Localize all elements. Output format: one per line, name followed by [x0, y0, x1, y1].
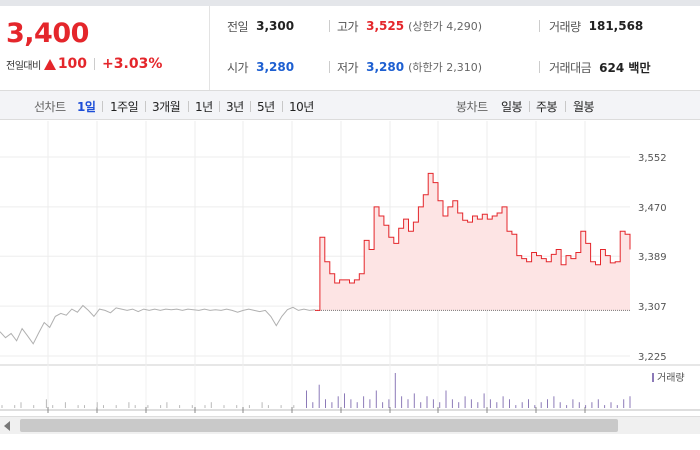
low-price: 저가 3,280 (하한가 2,310): [337, 52, 482, 82]
tab-daily-candle[interactable]: 일봉: [501, 100, 523, 114]
price-summary: 3,400 전일대비 100 +3.03%: [0, 6, 210, 90]
volume-value: 181,568: [588, 19, 644, 33]
candle-chart-label: 봉차트: [456, 100, 488, 114]
high-label: 고가: [337, 19, 359, 34]
change-row: 전일대비 100 +3.03%: [6, 56, 162, 72]
divider: [145, 101, 146, 112]
volume-legend: 거래량: [652, 372, 685, 384]
divider: [219, 101, 220, 112]
upper-limit: (상한가 4,290): [408, 20, 482, 33]
volume-legend-swatch: [652, 373, 654, 382]
today-price-area: [315, 173, 630, 311]
divider: [188, 101, 189, 112]
amount-value: 624 백만: [599, 60, 651, 75]
tab-1year[interactable]: 1년: [195, 100, 213, 114]
high-price: 고가 3,525 (상한가 4,290): [337, 11, 482, 41]
divider: [94, 58, 96, 70]
volume: 거래량 181,568: [549, 11, 643, 41]
volume-legend-label: 거래량: [657, 372, 685, 384]
low-value: 3,280: [366, 60, 405, 74]
change-rate: +3.03%: [102, 56, 163, 72]
divider: [539, 61, 540, 73]
current-price: 3,400: [6, 18, 89, 49]
intraday-price-chart: 3,552 3,470 3,389 3,307 3,225 거래량: [0, 121, 700, 413]
volume-label: 거래량: [549, 19, 581, 34]
volume-bars: [1, 373, 631, 408]
open-price: 시가 3,280: [227, 52, 294, 82]
today-price-line: [315, 172, 631, 311]
tab-3month[interactable]: 3개월: [152, 100, 181, 114]
divider: [329, 61, 330, 73]
prev-close-value: 3,300: [256, 19, 295, 33]
trade-amount: 거래대금 624 백만: [549, 52, 650, 82]
divider: [102, 101, 103, 112]
scroll-thumb[interactable]: [20, 419, 618, 432]
open-value: 3,280: [256, 60, 295, 74]
chart-tab-bar: 선차트 1일 1주일 3개월 1년 3년 5년 10년 봉차트 일봉 주봉 월봉: [0, 90, 700, 120]
tab-10year[interactable]: 10년: [289, 100, 314, 114]
prev-close-label: 전일: [227, 19, 249, 34]
line-chart-label: 선차트: [34, 100, 66, 114]
y-tick-label: 3,225: [638, 352, 667, 363]
top-strip: [0, 0, 700, 6]
change-label: 전일대비: [6, 60, 41, 72]
divider: [329, 20, 330, 32]
amount-label: 거래대금: [549, 60, 592, 75]
tab-weekly-candle[interactable]: 주봉: [536, 100, 558, 114]
high-value: 3,525: [366, 19, 405, 33]
prev-day-price-line: [0, 304, 316, 345]
y-tick-label: 3,389: [638, 252, 667, 263]
tab-monthly-candle[interactable]: 월봉: [573, 100, 595, 114]
tab-1week[interactable]: 1주일: [110, 100, 139, 114]
low-label: 저가: [337, 60, 359, 75]
divider: [539, 20, 540, 32]
tab-3year[interactable]: 3년: [226, 100, 244, 114]
divider: [250, 101, 251, 112]
tab-1day[interactable]: 1일: [77, 100, 96, 114]
divider: [282, 101, 283, 112]
y-tick-label: 3,552: [638, 153, 667, 164]
divider: [565, 101, 566, 112]
divider: [529, 101, 530, 112]
change-value: 100: [57, 56, 88, 72]
open-label: 시가: [227, 60, 249, 75]
prev-close: 전일 3,300: [227, 11, 294, 41]
up-triangle-icon: [43, 58, 56, 70]
chart-scrollbar[interactable]: [0, 416, 700, 434]
chart-grid: [0, 121, 700, 413]
y-axis-labels: 3,552 3,470 3,389 3,307 3,225: [638, 153, 667, 363]
quote-info-grid: 전일 3,300 고가 3,525 (상한가 4,290) 거래량 181,56…: [211, 6, 700, 90]
tab-5year[interactable]: 5년: [257, 100, 275, 114]
y-tick-label: 3,470: [638, 203, 667, 214]
y-tick-label: 3,307: [638, 302, 667, 313]
scroll-left-arrow-icon[interactable]: [4, 421, 10, 431]
lower-limit: (하한가 2,310): [408, 61, 482, 74]
